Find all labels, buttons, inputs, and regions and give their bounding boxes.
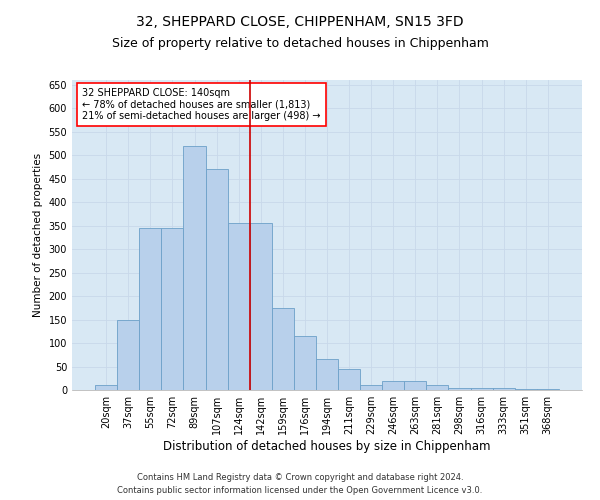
Bar (95, 386, 117, 390)
Bar (139, 228, 161, 390)
Bar (294, 336, 316, 390)
Bar (382, 380, 404, 390)
Bar (427, 386, 448, 390)
Bar (537, 389, 559, 390)
Bar (316, 360, 338, 390)
Bar (338, 369, 360, 390)
Y-axis label: Number of detached properties: Number of detached properties (33, 153, 43, 317)
Text: 32 SHEPPARD CLOSE: 140sqm
← 78% of detached houses are smaller (1,813)
21% of se: 32 SHEPPARD CLOSE: 140sqm ← 78% of detac… (82, 88, 320, 121)
Bar (448, 388, 470, 390)
Bar (184, 146, 206, 390)
Bar (272, 308, 294, 390)
Bar (493, 388, 515, 390)
Bar (227, 224, 250, 390)
Bar (470, 388, 493, 390)
Bar (404, 380, 427, 390)
Bar (161, 228, 184, 390)
Text: Size of property relative to detached houses in Chippenham: Size of property relative to detached ho… (112, 38, 488, 51)
X-axis label: Distribution of detached houses by size in Chippenham: Distribution of detached houses by size … (163, 440, 491, 453)
Bar (515, 389, 537, 390)
Text: Contains HM Land Registry data © Crown copyright and database right 2024.
Contai: Contains HM Land Registry data © Crown c… (118, 474, 482, 495)
Bar (250, 224, 272, 390)
Bar (360, 386, 382, 390)
Bar (117, 320, 139, 390)
Text: 32, SHEPPARD CLOSE, CHIPPENHAM, SN15 3FD: 32, SHEPPARD CLOSE, CHIPPENHAM, SN15 3FD (136, 15, 464, 29)
Bar (206, 169, 227, 390)
